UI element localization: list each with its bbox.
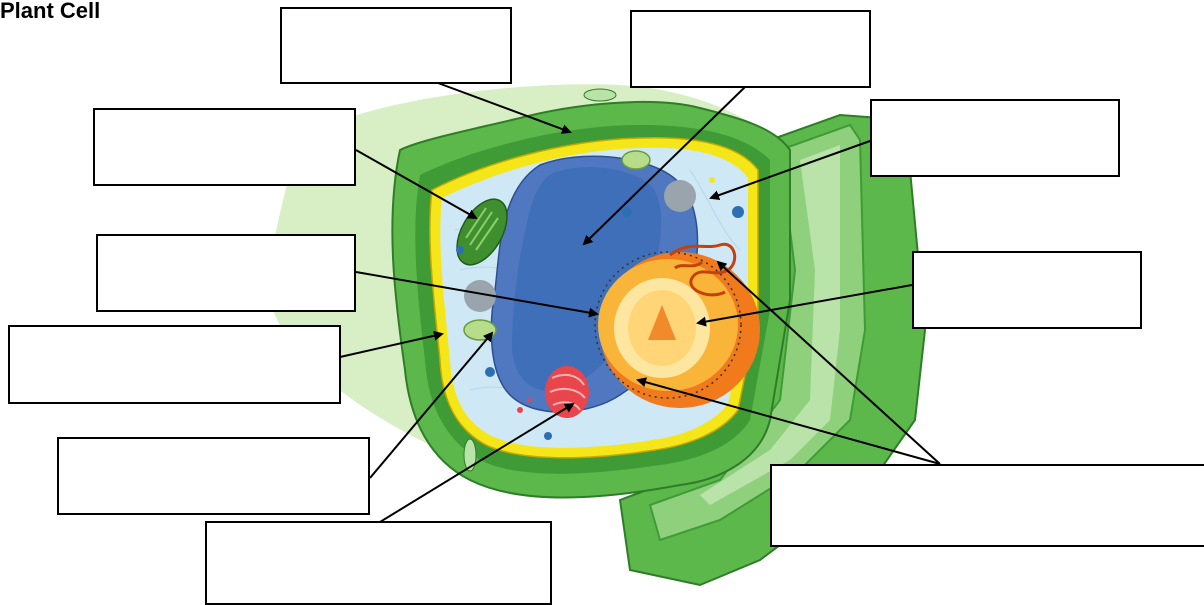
vesicles [456,177,744,440]
label-box-vacuole[interactable] [630,10,871,88]
diagram-title: Plant Cell [0,0,101,23]
leader-line-10 [716,260,941,465]
leader-line-7 [339,330,444,358]
label-box-cytoplasm[interactable] [870,99,1120,177]
leader-lines [339,82,941,523]
label-box-nuclear-membrane[interactable] [96,234,356,312]
nucleus [594,251,760,408]
leader-line-1 [437,82,572,134]
cell-wall-side-stripe [700,145,840,505]
wall-pit-top [583,88,617,102]
leader-line-4 [709,140,871,201]
leader-line-2 [582,86,746,246]
label-box-golgi[interactable] [205,521,552,605]
leader-line-3 [355,149,478,219]
leader-line-9 [379,402,575,523]
label-box-chloroplast[interactable] [93,108,356,186]
label-box-endoplasmic-reticulum[interactable] [770,464,1204,547]
label-box-cell-wall[interactable] [280,7,512,84]
label-box-cell-membrane[interactable] [8,325,341,404]
label-box-mitochondria[interactable] [57,437,370,515]
wall-pit-left [463,438,477,472]
golgi-apparatus [545,366,589,418]
label-box-nucleolus[interactable] [912,251,1142,329]
leader-line-5 [355,271,599,318]
leader-line-8 [369,331,494,479]
leader-line-11 [636,377,941,465]
leader-line-6 [696,284,913,327]
